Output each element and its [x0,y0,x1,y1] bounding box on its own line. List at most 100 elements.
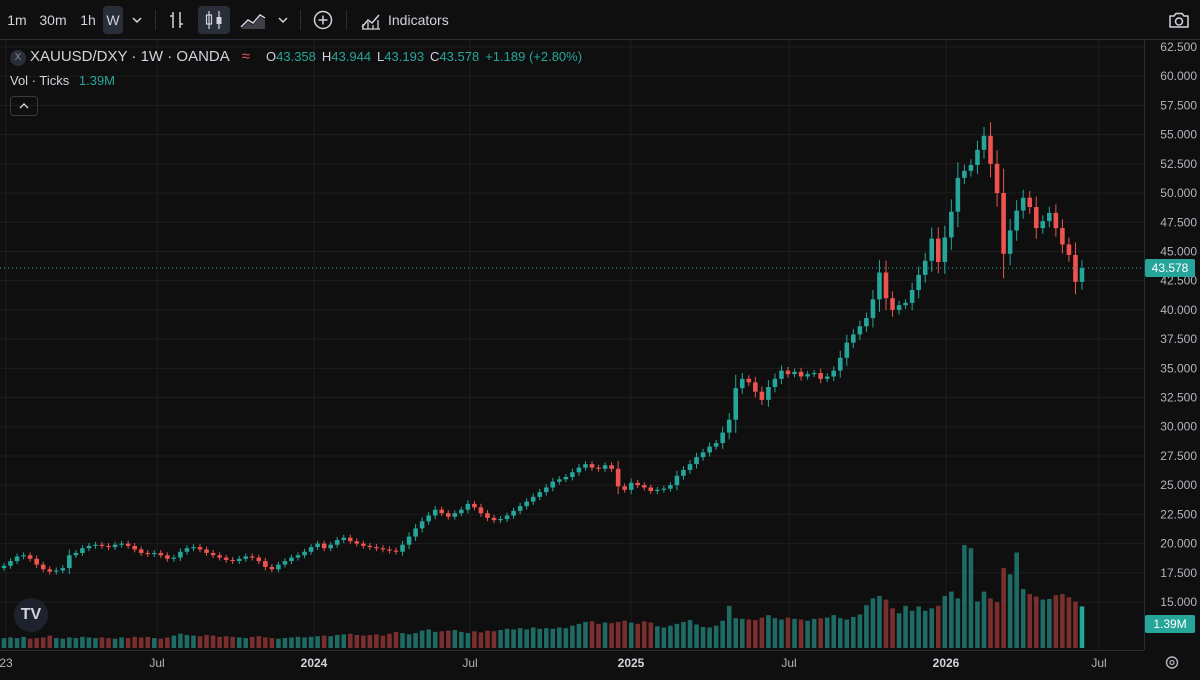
candle-body [583,464,588,468]
symbol-title[interactable]: XAUUSD/DXY · 1W · OANDA [30,48,230,65]
candle-body [753,382,758,392]
volume-bar [478,632,484,648]
candle-body [929,238,935,261]
volume-bar [276,638,281,648]
settings-gear-icon[interactable] [1144,650,1200,675]
toolbar-divider [300,10,301,30]
candle-body [367,545,373,548]
volume-bar [557,627,562,648]
candle-body [165,555,170,559]
candle-body [1079,268,1085,282]
candle-body [158,552,164,556]
volume-bar [615,621,621,648]
candle-body [465,503,471,510]
volume-bar [119,637,124,648]
volume-bar [452,630,458,648]
interval-week-button[interactable]: W [103,6,123,34]
time-axis[interactable]: 23 Jul 2024 Jul 2025 Jul 2026 Jul [0,650,1144,675]
candle-body [1007,230,1013,254]
volume-bar [1047,599,1052,648]
volume-bar [864,605,869,648]
volume-bar [328,636,333,648]
price-chart[interactable] [0,40,1144,650]
volume-bar [753,620,758,648]
volume-bar [837,618,843,648]
interval-1m-button[interactable]: 1m [7,12,27,28]
volume-bar [93,638,98,648]
indicators-button[interactable]: Indicators [358,6,458,34]
chevron-down-icon [132,17,142,24]
candle-body [570,472,575,477]
volume-bar [994,602,1000,648]
candle-body [256,557,262,562]
candle-body [890,298,895,310]
interval-30m-button[interactable]: 30m [39,12,67,28]
candle-body [811,372,817,375]
candle-body [191,547,196,549]
volume-bar [583,621,588,648]
price-tick-label: 22.500 [1160,507,1197,521]
candle-body [1027,197,1033,208]
candle-body [328,544,333,549]
candle-body [73,552,79,556]
collapse-legend-button[interactable] [10,96,38,116]
volume-bar [191,635,196,648]
volume-bar [256,636,262,648]
candle-body [432,509,438,516]
volume-bar [922,610,928,648]
low-value: 43.193 [384,49,425,64]
candles-button[interactable] [198,6,230,34]
candle-body [700,452,706,458]
volume-bar [988,598,993,648]
volume-bar [779,619,784,648]
candle-body [661,488,667,490]
price-tick-label: 25.000 [1160,478,1197,492]
candle-body [805,374,810,377]
candle-body [354,541,360,544]
candle-body [8,561,13,566]
volume-bar [792,618,797,648]
candle-body [452,513,458,517]
volume-bar [1020,589,1026,648]
volume-bar [387,633,392,648]
volume-bar [622,620,627,648]
volume-bar [981,591,987,648]
interval-dropdown-button[interactable] [126,6,148,34]
candle-body [537,492,543,497]
candle-body [517,506,523,511]
candle-body [106,545,111,548]
volume-bar [321,635,327,648]
volume-bar [517,628,523,648]
volume-bar [263,637,268,648]
price-axis[interactable]: 62.500 60.000 57.500 55.000 52.500 50.000 47.5… [1144,40,1200,650]
candle-body [511,510,516,516]
bar-chart-button[interactable] [163,6,191,34]
chart-type-dropdown-button[interactable] [272,6,294,34]
area-chart-button[interactable] [238,6,268,34]
interval-1h-button[interactable]: 1h [80,12,96,28]
candle-body [981,135,987,150]
candle-body [60,568,66,571]
toolbar-divider [155,10,156,30]
add-symbol-button[interactable] [309,6,337,34]
candle-body [439,509,445,514]
price-tick-label: 57.500 [1160,98,1197,112]
volume-bar [210,635,216,648]
volume-bar [315,636,320,648]
volume-bar [380,635,386,648]
candle-body [472,503,477,508]
candle-body [694,457,699,465]
candle-body [197,547,203,550]
time-tick-label: 2024 [301,656,328,670]
candle-body [844,342,850,358]
candle-body [380,548,386,550]
time-tick-label: Jul [1091,656,1106,670]
symbol-logo-icon: X [10,49,26,66]
volume-bar [1079,606,1085,648]
volume-bar [341,634,347,648]
screenshot-button[interactable] [1164,6,1194,34]
candle-body [994,163,1000,194]
candle-body [1060,228,1065,245]
candle-body [785,370,791,375]
volume-bar [896,613,902,648]
